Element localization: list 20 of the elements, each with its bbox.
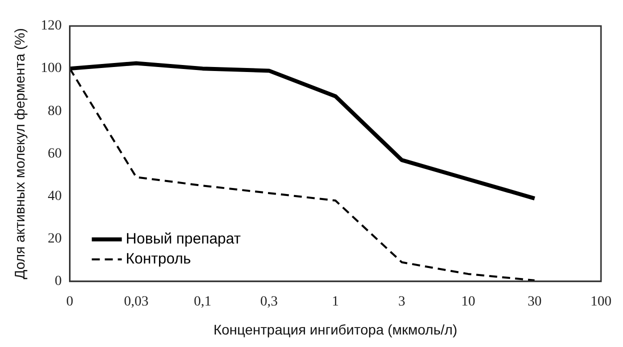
- y-axis-title: Доля активных молекул фермента (%): [11, 28, 28, 280]
- x-tick-label: 100: [590, 294, 612, 310]
- x-tick-label: 1: [332, 294, 339, 310]
- x-axis-title: Концентрация ингибитора (мкмоль/л): [213, 321, 458, 338]
- x-tick-label: 10: [461, 294, 476, 310]
- x-tick-label: 0,1: [194, 294, 212, 310]
- y-tick-label: 0: [54, 274, 62, 290]
- x-tick-label: 0,3: [260, 294, 278, 310]
- y-tick-label: 20: [48, 232, 62, 247]
- legend-label: Контроль: [126, 250, 192, 268]
- x-tick-label: 0,03: [124, 294, 148, 310]
- y-tick-label: 100: [40, 61, 62, 76]
- y-tick-label: 80: [48, 104, 62, 119]
- y-tick-label: 40: [48, 188, 62, 204]
- x-tick-label: 3: [398, 294, 406, 310]
- legend-label: Новый препарат: [126, 230, 241, 248]
- y-tick-label: 120: [40, 18, 62, 34]
- y-tick-label: 60: [48, 146, 62, 162]
- x-tick-label: 30: [528, 294, 542, 310]
- x-tick-label: 0: [66, 294, 74, 310]
